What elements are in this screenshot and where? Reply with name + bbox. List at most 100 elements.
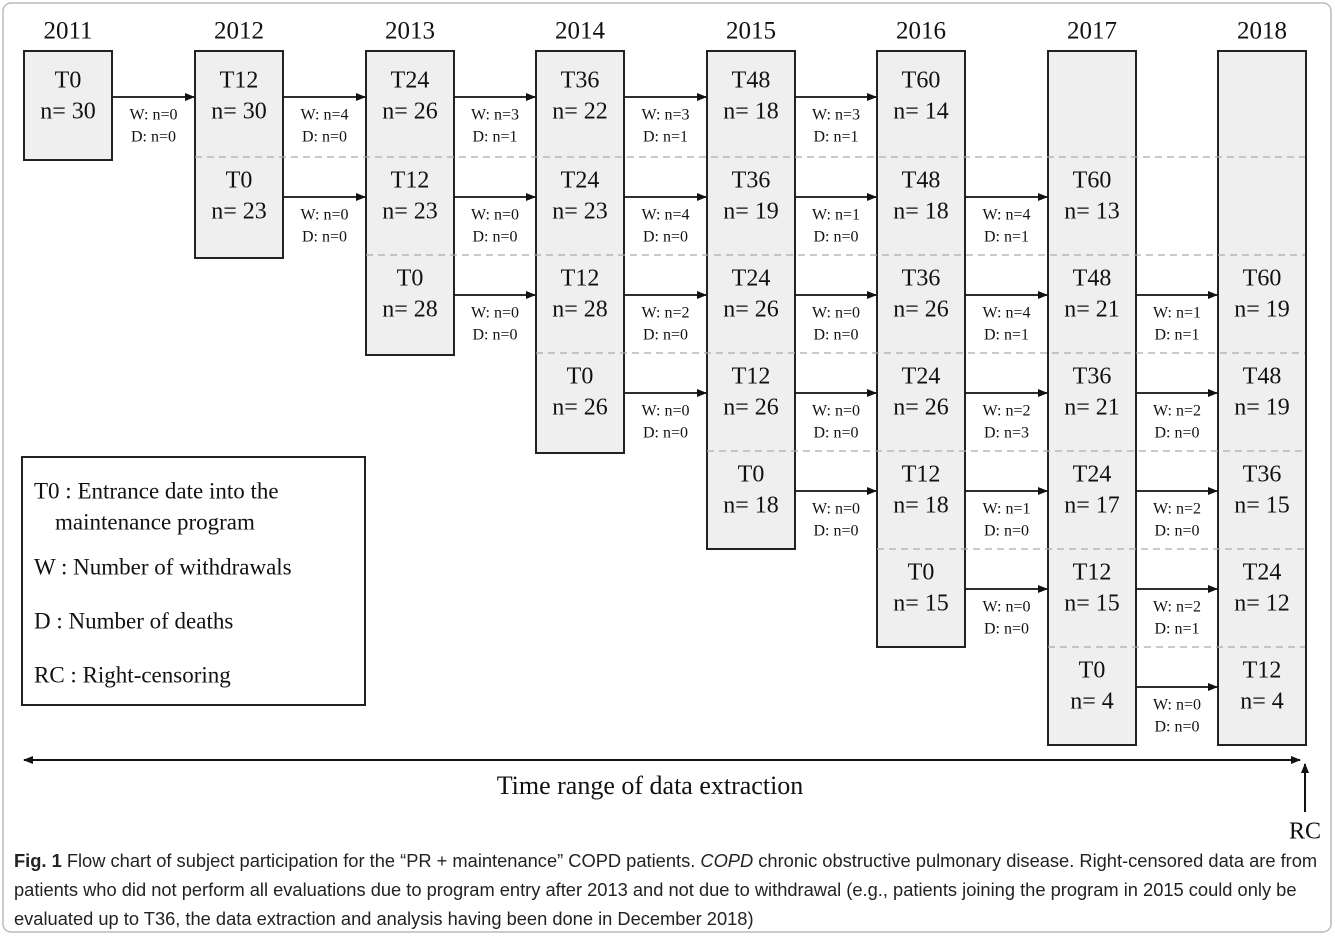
withdrawals: W: n=3 <box>642 107 690 124</box>
legend-item: maintenance program <box>55 509 255 534</box>
withdrawals: W: n=0 <box>1153 697 1201 714</box>
sample-size: n= 28 <box>552 297 608 323</box>
time-point: T48 <box>732 68 771 94</box>
withdrawals: W: n=0 <box>812 403 860 420</box>
legend-item: D : Number of deaths <box>34 608 233 633</box>
sample-size: n= 19 <box>1234 395 1290 421</box>
withdrawals: W: n=2 <box>1153 501 1201 518</box>
year-box <box>1047 50 1137 746</box>
withdrawals: W: n=2 <box>1153 403 1201 420</box>
withdrawals: W: n=0 <box>983 599 1031 616</box>
legend-item: W : Number of withdrawals <box>34 554 292 579</box>
caption-abbr: COPD <box>700 850 754 871</box>
sample-size: n= 28 <box>382 297 438 323</box>
deaths: D: n=0 <box>1154 719 1199 736</box>
time-point: T12 <box>220 68 259 94</box>
deaths: D: n=1 <box>643 129 688 146</box>
withdrawals: W: n=4 <box>983 207 1031 224</box>
time-point: T12 <box>902 462 941 488</box>
sample-size: n= 4 <box>1240 689 1284 715</box>
time-point: T24 <box>561 168 600 194</box>
deaths: D: n=0 <box>472 327 517 344</box>
sample-size: n= 15 <box>893 591 949 617</box>
sample-size: n= 26 <box>382 99 438 125</box>
sample-size: n= 23 <box>552 199 608 225</box>
sample-size: n= 17 <box>1064 493 1120 519</box>
deaths: D: n=0 <box>131 129 176 146</box>
year-label: 2011 <box>43 18 92 45</box>
deaths: D: n=1 <box>813 129 858 146</box>
withdrawals: W: n=0 <box>812 501 860 518</box>
sample-size: n= 15 <box>1234 493 1290 519</box>
time-point: T0 <box>226 168 253 194</box>
time-point: T12 <box>391 168 430 194</box>
time-point: T36 <box>1073 364 1112 390</box>
axis-label: Time range of data extraction <box>497 771 804 800</box>
withdrawals: W: n=2 <box>1153 599 1201 616</box>
year-box <box>23 50 113 161</box>
deaths: D: n=1 <box>984 327 1029 344</box>
time-point: T12 <box>732 364 771 390</box>
withdrawals: W: n=4 <box>642 207 690 224</box>
sample-size: n= 30 <box>40 99 96 125</box>
withdrawals: W: n=0 <box>471 305 519 322</box>
deaths: D: n=0 <box>643 425 688 442</box>
year-box <box>535 50 625 454</box>
caption: Fig. 1 Flow chart of subject participati… <box>14 846 1326 933</box>
time-point: T0 <box>1079 658 1106 684</box>
time-point: T48 <box>1243 364 1282 390</box>
sample-size: n= 13 <box>1064 199 1120 225</box>
deaths: D: n=1 <box>1154 327 1199 344</box>
time-point: T24 <box>732 266 771 292</box>
withdrawals: W: n=1 <box>1153 305 1201 322</box>
year-box <box>194 50 284 259</box>
time-point: T12 <box>561 266 600 292</box>
caption-label: Fig. 1 <box>14 850 62 871</box>
time-point: T0 <box>738 462 765 488</box>
deaths: D: n=0 <box>302 229 347 246</box>
sample-size: n= 23 <box>211 199 267 225</box>
time-point: T12 <box>1073 560 1112 586</box>
sample-size: n= 21 <box>1064 395 1120 421</box>
year-label: 2018 <box>1237 18 1287 45</box>
year-label: 2013 <box>385 18 435 45</box>
time-point: T0 <box>567 364 594 390</box>
year-box <box>365 50 455 356</box>
sample-size: n= 22 <box>552 99 608 125</box>
time-point: T24 <box>391 68 430 94</box>
year-label: 2012 <box>214 18 264 45</box>
deaths: D: n=1 <box>472 129 517 146</box>
sample-size: n= 4 <box>1070 689 1114 715</box>
deaths: D: n=0 <box>813 523 858 540</box>
sample-size: n= 12 <box>1234 591 1290 617</box>
deaths: D: n=0 <box>813 229 858 246</box>
withdrawals: W: n=3 <box>471 107 519 124</box>
deaths: D: n=0 <box>1154 523 1199 540</box>
deaths: D: n=0 <box>1154 425 1199 442</box>
deaths: D: n=0 <box>302 129 347 146</box>
time-point: T0 <box>397 266 424 292</box>
legend-item: T0 : Entrance date into the <box>34 478 279 503</box>
sample-size: n= 26 <box>893 297 949 323</box>
deaths: D: n=0 <box>643 327 688 344</box>
time-point: T0 <box>55 68 82 94</box>
sample-size: n= 14 <box>893 99 949 125</box>
deaths: D: n=0 <box>643 229 688 246</box>
time-point: T60 <box>902 68 941 94</box>
time-point: T48 <box>1073 266 1112 292</box>
withdrawals: W: n=1 <box>983 501 1031 518</box>
year-box <box>876 50 966 648</box>
deaths: D: n=1 <box>984 229 1029 246</box>
sample-size: n= 18 <box>893 493 949 519</box>
sample-size: n= 18 <box>723 99 779 125</box>
time-point: T60 <box>1243 266 1282 292</box>
withdrawals: W: n=3 <box>812 107 860 124</box>
deaths: D: n=0 <box>984 621 1029 638</box>
time-point: T0 <box>908 560 935 586</box>
sample-size: n= 26 <box>723 297 779 323</box>
withdrawals: W: n=4 <box>301 107 349 124</box>
year-label: 2015 <box>726 18 776 45</box>
time-point: T12 <box>1243 658 1282 684</box>
